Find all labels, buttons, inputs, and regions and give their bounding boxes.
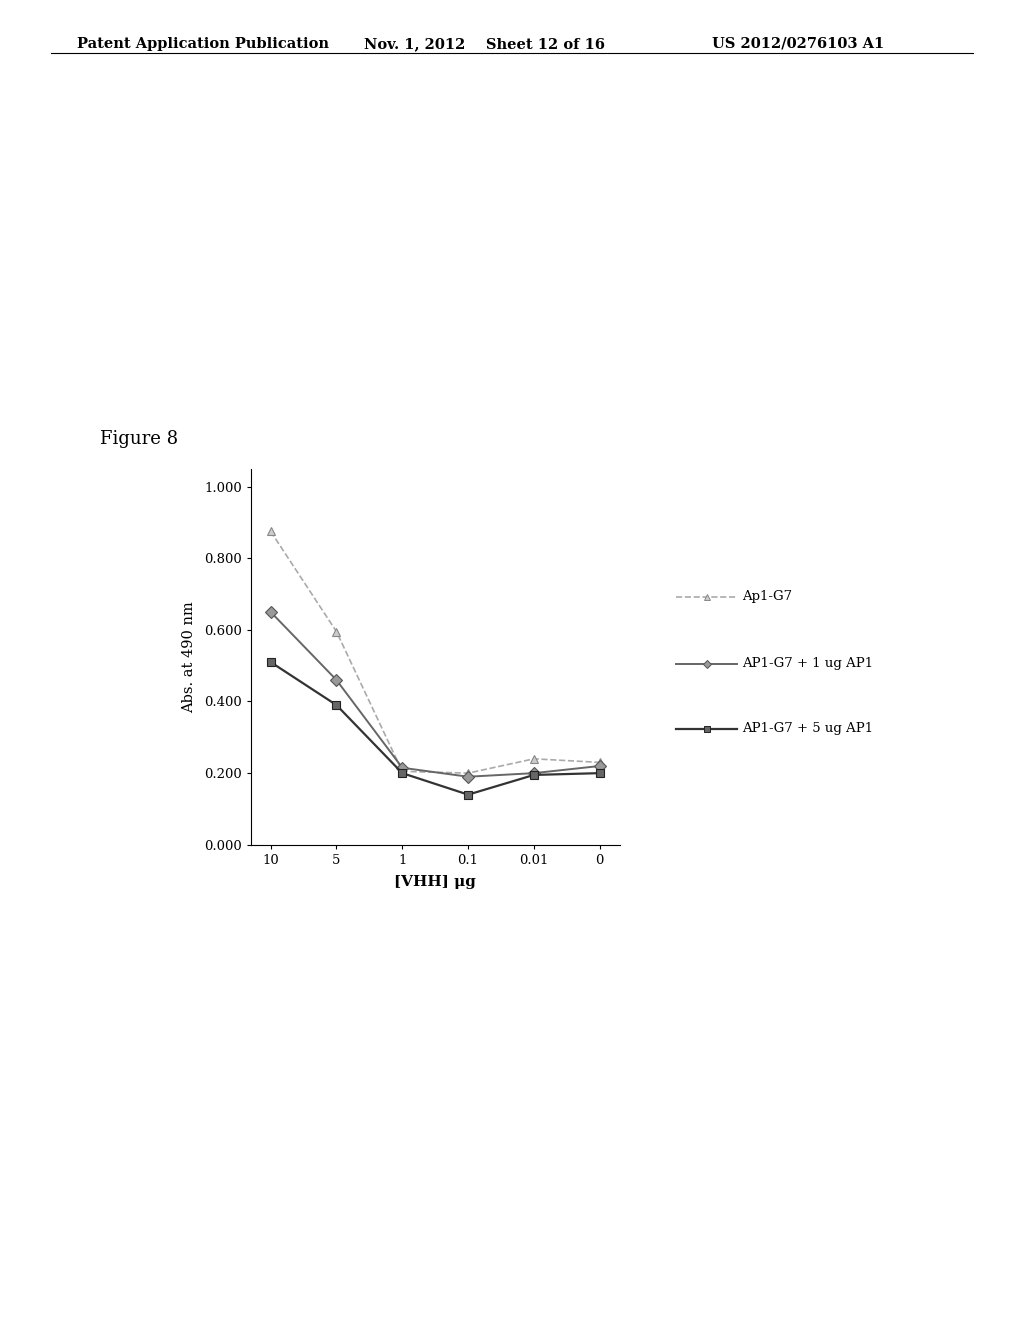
Text: Patent Application Publication: Patent Application Publication xyxy=(77,37,329,51)
Text: Ap1-G7: Ap1-G7 xyxy=(742,590,793,603)
Text: AP1-G7 + 1 ug AP1: AP1-G7 + 1 ug AP1 xyxy=(742,657,873,671)
X-axis label: [VHH] μg: [VHH] μg xyxy=(394,875,476,890)
Text: US 2012/0276103 A1: US 2012/0276103 A1 xyxy=(712,37,884,51)
Text: Figure 8: Figure 8 xyxy=(100,430,178,449)
Text: Nov. 1, 2012    Sheet 12 of 16: Nov. 1, 2012 Sheet 12 of 16 xyxy=(364,37,604,51)
Y-axis label: Abs. at 490 nm: Abs. at 490 nm xyxy=(181,601,196,713)
Text: AP1-G7 + 5 ug AP1: AP1-G7 + 5 ug AP1 xyxy=(742,722,873,735)
